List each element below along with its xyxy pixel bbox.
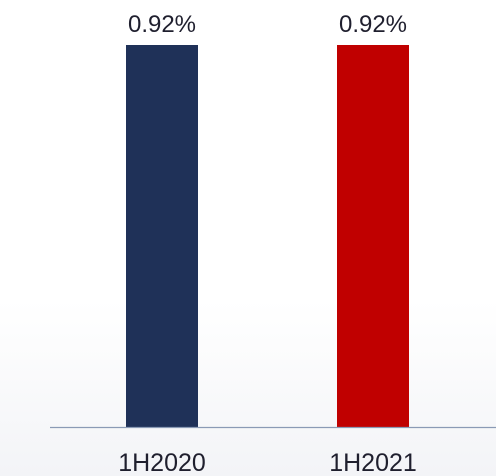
labels-layer: 0.92% 1H2020 0.92% 1H2021 bbox=[118, 11, 417, 476]
data-label-1H2021: 0.92% bbox=[339, 11, 407, 38]
bar-1H2020 bbox=[126, 45, 198, 427]
x-tick-label-1H2020: 1H2020 bbox=[118, 449, 206, 476]
x-tick-label-1H2021: 1H2021 bbox=[329, 449, 417, 476]
data-label-1H2020: 0.92% bbox=[128, 11, 196, 38]
bars-layer bbox=[126, 45, 409, 427]
bar-1H2021 bbox=[337, 45, 409, 427]
